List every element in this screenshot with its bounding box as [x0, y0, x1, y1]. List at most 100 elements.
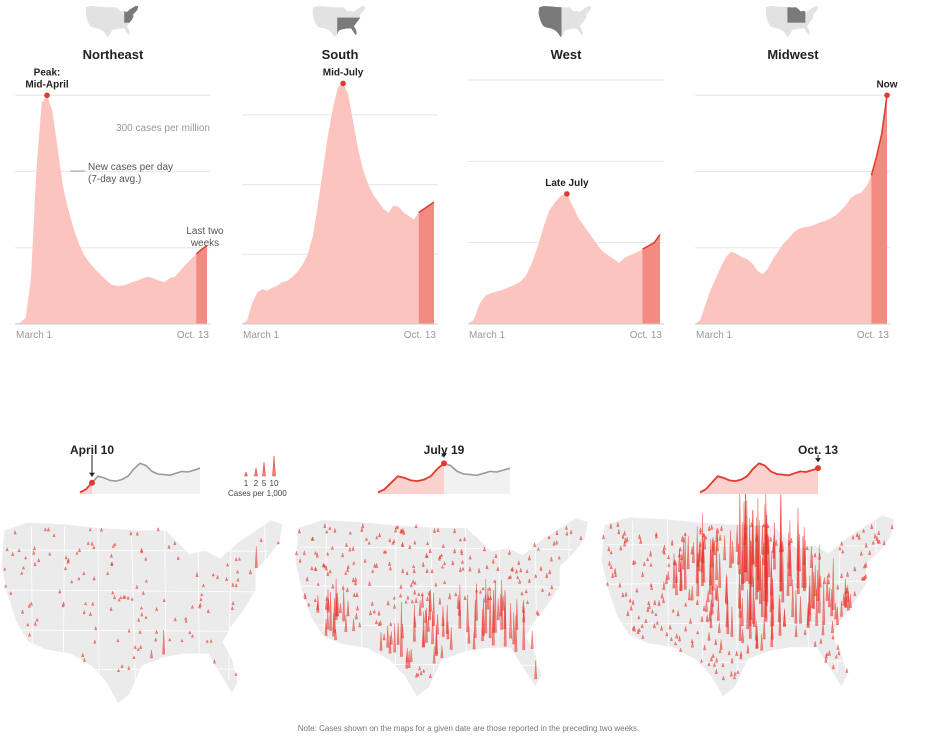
- case-spike: [116, 668, 121, 672]
- case-spike: [621, 533, 625, 539]
- case-spike: [198, 602, 202, 607]
- case-spike: [109, 553, 113, 558]
- case-spike: [735, 524, 739, 552]
- case-spike: [412, 568, 416, 574]
- case-spike: [670, 539, 674, 546]
- case-spike: [421, 594, 424, 608]
- usa-map: [294, 517, 589, 698]
- case-spike: [678, 635, 682, 642]
- case-spike: [48, 551, 52, 556]
- case-spike: [769, 550, 773, 596]
- case-spike: [326, 551, 330, 556]
- case-spike: [460, 548, 463, 553]
- sparkline-inactive-line: [91, 462, 201, 484]
- case-spike: [375, 535, 379, 540]
- map-panel-2: July 19: [294, 443, 589, 698]
- case-spike: [816, 570, 820, 601]
- case-spike: [707, 632, 711, 641]
- region-chart-midwest: Midwest Now March 1 Oct. 13: [695, 5, 898, 341]
- x-end-label: Oct. 13: [177, 330, 210, 341]
- case-spike: [453, 547, 457, 554]
- case-spike: [700, 615, 704, 622]
- case-spike: [518, 578, 522, 584]
- case-spike: [493, 580, 497, 633]
- case-spike: [520, 591, 524, 596]
- case-spike: [392, 595, 396, 600]
- case-spike: [704, 600, 708, 612]
- case-spike: [313, 597, 317, 602]
- date-pointer-arrow: [441, 453, 447, 458]
- case-spike: [836, 606, 839, 625]
- case-spike: [28, 632, 31, 637]
- date-pointer-arrow: [815, 458, 821, 463]
- case-spike: [33, 561, 37, 567]
- case-spike: [695, 526, 699, 584]
- case-spike: [119, 595, 123, 599]
- case-spike: [313, 565, 317, 571]
- case-spike: [846, 571, 850, 577]
- case-spike: [173, 617, 177, 622]
- region-map-icon: [85, 5, 139, 37]
- case-spike: [641, 571, 645, 577]
- region-charts: Northeast Peak:Mid-April March 1 Oct. 13 300…: [15, 5, 898, 341]
- case-spike: [783, 610, 786, 626]
- case-spike: [416, 672, 420, 677]
- case-spike: [697, 545, 701, 572]
- case-spike: [626, 610, 630, 616]
- case-spike: [714, 668, 718, 674]
- case-spike: [29, 601, 33, 606]
- case-spike: [70, 579, 74, 584]
- case-spike: [650, 608, 654, 614]
- case-spike: [354, 580, 358, 586]
- peak-dot: [340, 80, 346, 87]
- case-spike: [352, 618, 356, 631]
- case-spike: [344, 615, 348, 632]
- sparkline-dot: [815, 465, 821, 472]
- case-spike: [436, 614, 440, 635]
- case-spike: [736, 669, 740, 674]
- case-spike: [379, 632, 383, 651]
- case-spike: [710, 538, 714, 568]
- case-spike: [144, 579, 148, 583]
- case-spike: [332, 612, 336, 637]
- case-spike: [741, 629, 745, 643]
- case-spike: [458, 537, 462, 542]
- case-spike: [733, 671, 737, 676]
- case-spike: [696, 630, 700, 635]
- case-spike: [17, 548, 21, 552]
- case-spike: [834, 602, 838, 620]
- case-spike: [690, 546, 694, 555]
- peak-label: Mid-April: [25, 79, 69, 90]
- case-spike: [632, 625, 636, 632]
- case-spike: [413, 589, 417, 595]
- case-spike: [836, 644, 840, 650]
- case-spike: [695, 599, 699, 605]
- case-spike: [624, 591, 628, 597]
- case-spike: [127, 628, 131, 633]
- sparkline-highlight-area: [378, 463, 444, 494]
- case-spike: [541, 587, 544, 592]
- case-spike: [608, 560, 611, 566]
- case-spike: [819, 638, 823, 644]
- case-spike: [259, 537, 263, 542]
- case-spike: [377, 610, 381, 616]
- case-spike: [314, 550, 317, 555]
- recent-line: [195, 244, 208, 255]
- case-spike: [730, 657, 734, 664]
- case-spike: [52, 533, 56, 537]
- case-spike: [712, 662, 716, 667]
- case-spike: [150, 649, 153, 659]
- case-spike: [813, 641, 817, 647]
- case-spike: [394, 527, 398, 533]
- region-map-icon: [312, 5, 366, 37]
- map-date-label: Oct. 13: [798, 443, 838, 457]
- sparkline-rest-area: [92, 463, 200, 494]
- case-spike: [360, 526, 364, 532]
- case-spike: [729, 530, 732, 568]
- case-spike: [453, 527, 457, 533]
- case-spike: [623, 530, 627, 536]
- x-end-label: Oct. 13: [404, 330, 437, 341]
- case-spike: [718, 534, 722, 541]
- case-spike: [356, 605, 359, 611]
- case-spike: [466, 594, 470, 633]
